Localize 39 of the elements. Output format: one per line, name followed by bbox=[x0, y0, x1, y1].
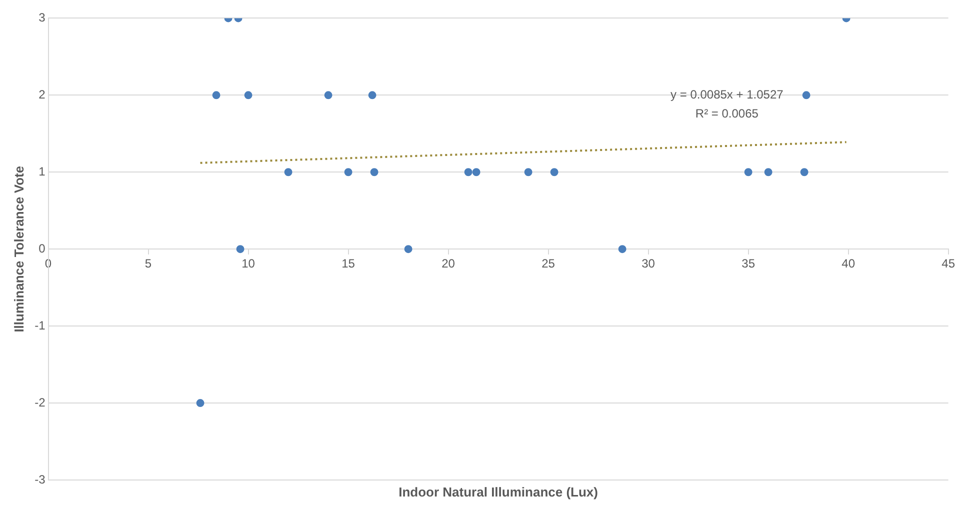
x-tick-label: 25 bbox=[542, 256, 556, 271]
point bbox=[244, 91, 252, 100]
x-tick-label: 10 bbox=[242, 256, 256, 271]
point bbox=[236, 245, 244, 254]
point bbox=[344, 168, 352, 176]
point bbox=[764, 168, 772, 176]
x-tick-label: 15 bbox=[342, 256, 356, 271]
y-tick-label: 0 bbox=[38, 241, 46, 256]
annotation: R² = 0.0065 bbox=[695, 106, 759, 121]
point bbox=[212, 91, 220, 100]
point bbox=[196, 399, 204, 408]
y-tick-label: 3 bbox=[38, 10, 46, 25]
point bbox=[802, 91, 810, 100]
x-tick-label: 35 bbox=[742, 256, 756, 271]
y-axis-title: Illuminance Tolerance Vote bbox=[11, 166, 26, 332]
point bbox=[284, 168, 292, 176]
point bbox=[472, 168, 480, 176]
y-tick-label: -3 bbox=[34, 472, 46, 486]
x-tick-label: 45 bbox=[942, 256, 956, 271]
y-tick-label: 2 bbox=[38, 87, 46, 102]
point bbox=[368, 91, 376, 100]
x-tick-label: 5 bbox=[144, 256, 152, 271]
point bbox=[370, 168, 378, 176]
point bbox=[550, 168, 558, 176]
y-tick-label: 1 bbox=[38, 164, 46, 178]
point bbox=[618, 245, 626, 254]
point bbox=[324, 91, 332, 100]
x-tick-label: 40 bbox=[842, 256, 856, 271]
y-tick-label: -1 bbox=[34, 318, 46, 332]
point bbox=[800, 168, 808, 176]
point bbox=[744, 168, 752, 176]
point bbox=[464, 168, 472, 176]
annotation: y = 0.0085x + 1.0527 bbox=[670, 88, 784, 102]
point bbox=[404, 245, 412, 254]
x-axis-title: Indoor Natural Illuminance (Lux) bbox=[398, 484, 598, 500]
point bbox=[524, 168, 532, 176]
x-tick-label: 30 bbox=[642, 256, 656, 271]
y-tick-label: -2 bbox=[34, 395, 46, 410]
x-tick-label: 20 bbox=[442, 256, 456, 271]
